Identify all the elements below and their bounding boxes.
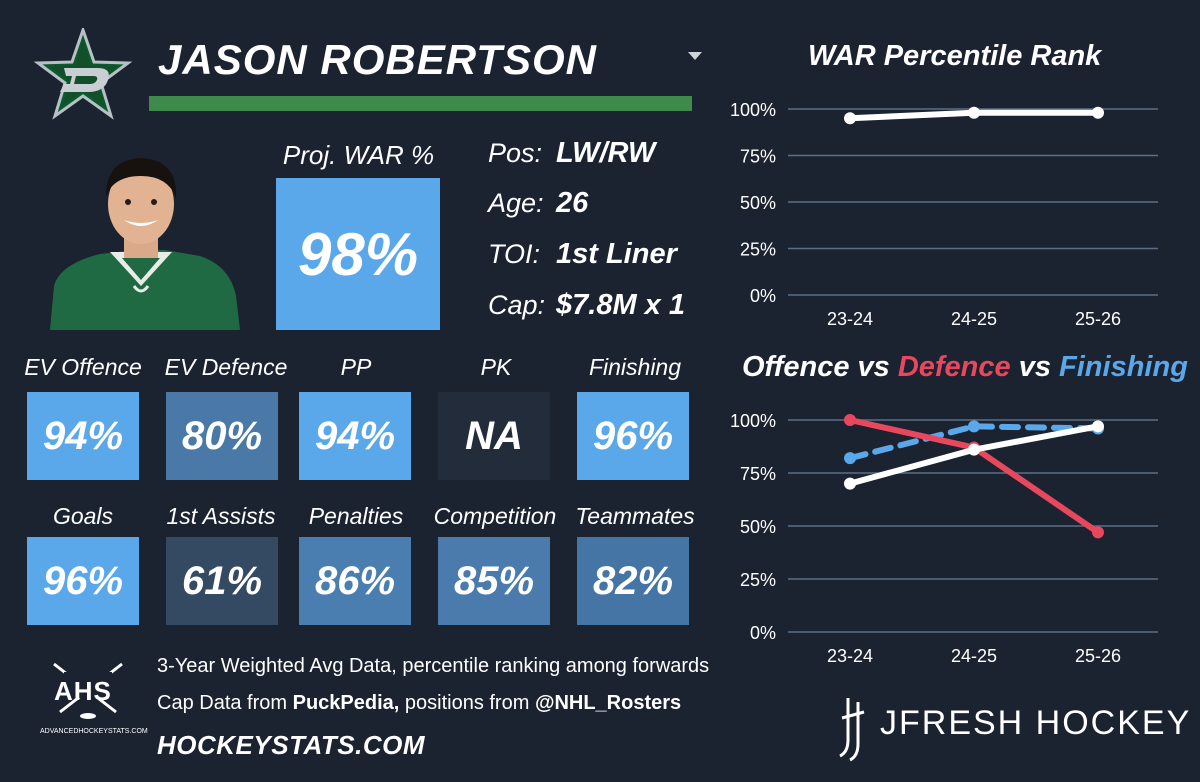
finishing-point [968, 420, 980, 433]
y-tick-label: 50% [740, 193, 776, 213]
ahs-logo-text: AHS [54, 676, 112, 706]
tile-competition: 85% [438, 537, 550, 625]
offence-defence-finishing-chart: 100% 75% 50% 25% 0% 23-24 24-25 25-26 [730, 411, 1158, 666]
info-pos-value: LW/RW [556, 137, 656, 169]
defence-point [1092, 526, 1104, 539]
info-age-label: Age: [488, 188, 544, 218]
footer-line2-prefix: Cap Data from [157, 692, 293, 714]
jfresh-logo-icon [839, 698, 865, 762]
war-point [968, 106, 980, 119]
tile-ev-offence: 94% [27, 392, 139, 480]
chart2-title-vs2: vs [1010, 351, 1060, 383]
war-point [1092, 106, 1104, 119]
war-percentile-chart: 100% 75% 50% 25% 0% 23-24 24-25 25-26 [730, 100, 1158, 329]
tile-ev-defence: 80% [166, 392, 278, 480]
finishing-point [844, 452, 856, 465]
tile-label-pk: PK [480, 354, 512, 380]
tile-label-penalties: Penalties [308, 503, 404, 529]
chart2-title-vs1: vs [849, 351, 898, 383]
chart2-title-finishing: Finishing [1059, 351, 1188, 383]
x-tick-label: 24-25 [951, 646, 997, 666]
proj-war-value: 98% [276, 178, 440, 330]
tile-goals: 96% [27, 537, 139, 625]
defence-point [844, 414, 856, 426]
footer-nhl-rosters[interactable]: @NHL_Rosters [534, 692, 682, 714]
x-tick-label: 25-26 [1075, 646, 1121, 666]
info-age-value: 26 [556, 187, 589, 219]
offence-point [968, 443, 980, 456]
dropdown-caret-icon[interactable] [688, 52, 702, 60]
y-tick-label: 75% [740, 464, 776, 484]
war-progress-bar [149, 96, 692, 111]
y-tick-label: 25% [740, 570, 776, 590]
tile-1st-assists: 61% [166, 537, 278, 625]
x-tick-label: 25-26 [1075, 309, 1121, 329]
info-cap-label: Cap: [488, 290, 546, 320]
proj-war-label: Proj. WAR % [282, 140, 435, 170]
tile-label-finishing: Finishing [588, 354, 682, 380]
tile-label-pp: PP [340, 354, 372, 380]
tile-penalties: 86% [299, 537, 411, 625]
player-photo [40, 146, 242, 330]
x-tick-label: 24-25 [951, 309, 997, 329]
ahs-small-text: ADVANCEDHOCKEYSTATS.COM [40, 728, 148, 735]
y-tick-label: 25% [740, 240, 776, 260]
hockeystats-link[interactable]: HOCKEYSTATS.COM [157, 730, 425, 760]
info-toi-label: TOI: [488, 239, 541, 269]
x-tick-label: 23-24 [827, 309, 873, 329]
jfresh-hockey-brand: JFRESH HOCKEY [880, 704, 1192, 742]
footer-line2-mid: positions from [399, 692, 535, 714]
y-tick-label: 100% [730, 100, 776, 120]
y-tick-label: 0% [750, 286, 776, 306]
offence-point [844, 477, 856, 490]
footer-line2: Cap Data from PuckPedia, positions from … [157, 692, 681, 715]
footer-puckpedia[interactable]: PuckPedia, [292, 692, 400, 714]
tile-label-ev-defence: EV Defence [164, 354, 288, 380]
tile-label-1st-assists: 1st Assists [166, 503, 276, 529]
y-tick-label: 0% [750, 623, 776, 643]
info-pos-label: Pos: [488, 138, 543, 168]
y-tick-label: 50% [740, 517, 776, 537]
footer-line1: 3-Year Weighted Avg Data, percentile ran… [157, 655, 710, 677]
tile-teammates: 82% [577, 537, 689, 625]
info-cap-value: $7.8M x 1 [556, 289, 685, 321]
ahs-logo [38, 660, 138, 740]
y-tick-label: 75% [740, 147, 776, 167]
war-point [844, 112, 856, 125]
tile-label-competition: Competition [433, 503, 557, 529]
info-toi-value: 1st Liner [556, 238, 677, 270]
tile-pp: 94% [299, 392, 411, 480]
chart2-title: Offence vs Defence vs Finishing [742, 351, 1188, 384]
tile-label-teammates: Teammates [575, 503, 695, 529]
offence-point [1092, 420, 1104, 433]
player-name: JASON ROBERTSON [158, 36, 597, 83]
tile-label-goals: Goals [52, 503, 114, 529]
y-tick-label: 100% [730, 411, 776, 431]
tile-finishing: 96% [577, 392, 689, 480]
chart2-title-offence: Offence [742, 351, 850, 383]
chart2-title-defence: Defence [897, 351, 1011, 383]
chart1-title: WAR Percentile Rank [808, 40, 1102, 72]
x-tick-label: 23-24 [827, 646, 873, 666]
dallas-stars-logo [33, 28, 133, 120]
tile-label-ev-offence: EV Offence [24, 354, 142, 380]
tile-pk: NA [438, 392, 550, 480]
